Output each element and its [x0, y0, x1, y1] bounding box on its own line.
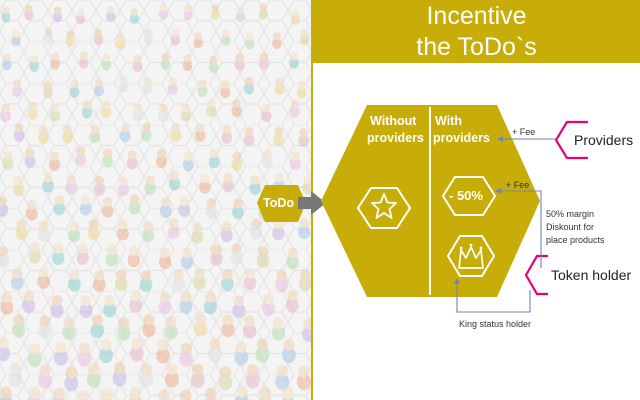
token-holder-label: Token holder [551, 267, 632, 283]
with-providers-line-2: providers [433, 131, 490, 145]
connector-lines [454, 136, 556, 313]
margin-note-line-2: Diskount for [546, 222, 595, 232]
without-providers-line-2: providers [367, 131, 424, 145]
star-hexagon-icon [356, 187, 412, 229]
fee-label-token: + Fee [506, 180, 530, 190]
king-status-label: King status holder [459, 319, 532, 329]
margin-note-line-3: place products [546, 235, 605, 245]
margin-note-line-1: 50% margin [546, 209, 595, 219]
slide-title-line-2: the ToDo`s [416, 33, 537, 61]
providers-label: Providers [574, 132, 634, 148]
fee-label-providers: + Fee [512, 127, 536, 137]
providers-bracket [554, 120, 588, 160]
with-providers-line-1: With [435, 114, 462, 128]
header-band: Incentive the ToDo`s [313, 0, 640, 63]
slide-title-line-1: Incentive [426, 2, 527, 30]
discount-badge: - 50% [449, 188, 483, 203]
discount-hexagon [441, 176, 497, 216]
without-providers-line-1: Without [370, 114, 417, 128]
todo-label: ToDo [263, 196, 295, 210]
todo-hexagon [257, 185, 306, 222]
token-holder-bracket [524, 254, 548, 296]
todo-arrow [298, 191, 326, 215]
crown-hexagon-icon [446, 235, 496, 277]
